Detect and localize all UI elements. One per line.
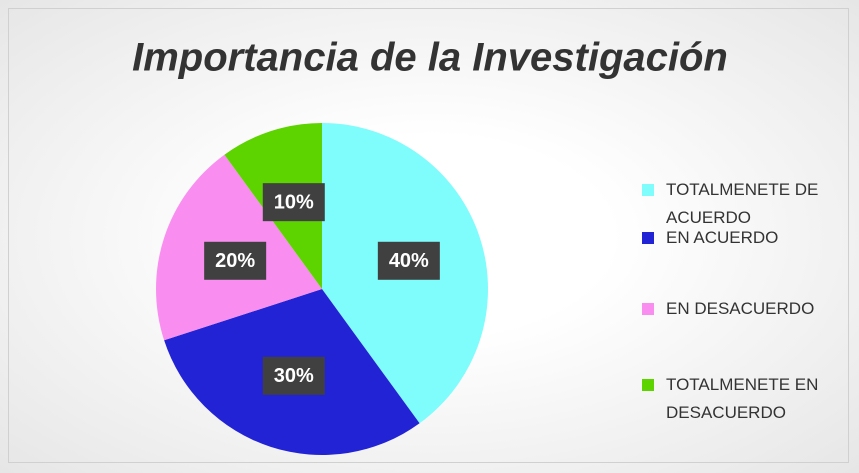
legend-label: TOTALMENETE EN DESACUERDO (666, 375, 819, 422)
data-label-box (262, 356, 325, 395)
legend-label: EN ACUERDO (666, 228, 779, 247)
data-label-box (377, 241, 440, 280)
legend-label: TOTALMENETE DE ACUERDO (666, 180, 819, 227)
chart-title: Importancia de la Investigación (132, 36, 728, 80)
legend-swatch (642, 184, 654, 196)
data-label-box (204, 241, 267, 280)
data-label: 40% (389, 250, 429, 272)
data-label: 10% (274, 191, 314, 213)
chart-frame (8, 8, 849, 463)
data-label-box (262, 183, 325, 222)
data-label: 20% (215, 250, 255, 272)
legend-swatch (642, 379, 654, 391)
legend-swatch (642, 232, 654, 244)
legend-swatch (642, 303, 654, 315)
legend-label: EN DESACUERDO (666, 299, 815, 318)
legend-item: EN ACUERDO (640, 224, 840, 252)
data-label: 30% (274, 365, 314, 387)
legend-item: TOTALMENETE EN DESACUERDO (640, 371, 840, 427)
legend-item: TOTALMENETE DE ACUERDO (640, 176, 840, 232)
legend-item: EN DESACUERDO (640, 295, 840, 323)
